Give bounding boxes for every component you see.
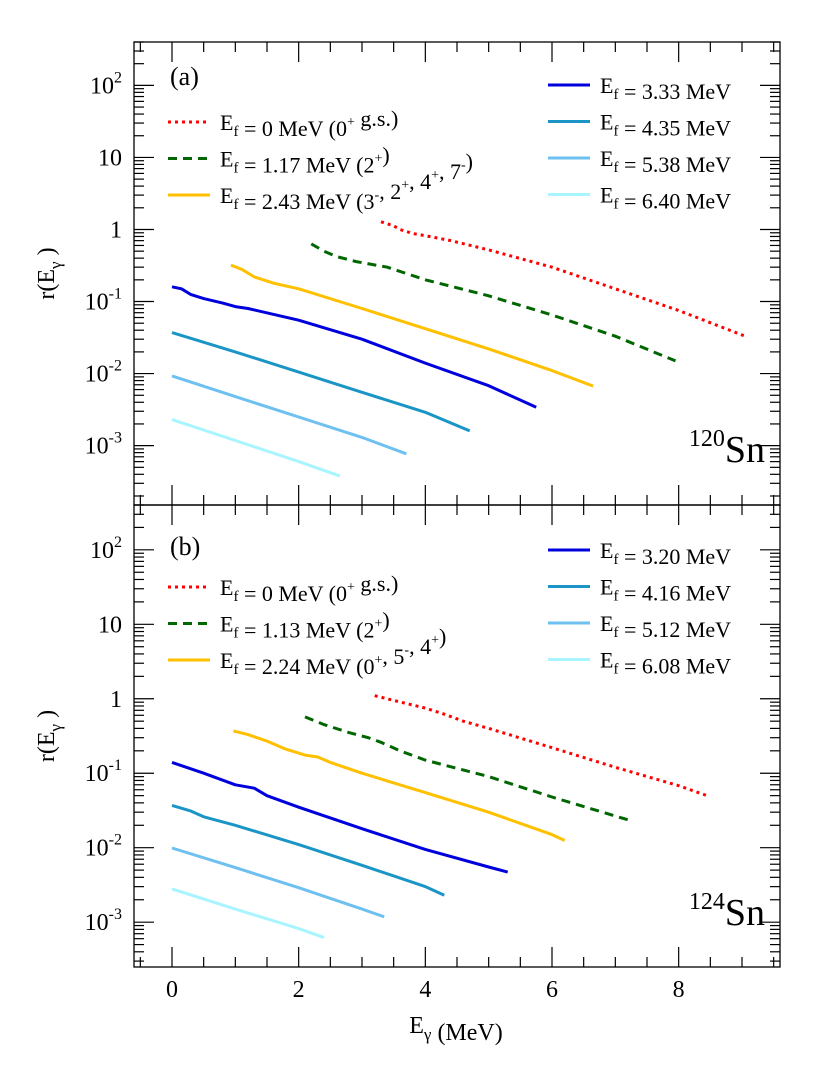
y-tick-label: 10-3 xyxy=(85,906,122,936)
y-tick-label: 10 xyxy=(98,612,122,638)
legend-label-6: Ef = 6.40 MeV xyxy=(600,183,731,214)
y-axis-label: r(Eγ ) xyxy=(34,710,65,762)
legend-label-0: Ef = 0 MeV (0+ g.s.) xyxy=(220,571,398,606)
series-line-3 xyxy=(171,285,537,409)
legend-label-2: Ef = 2.24 MeV (0+, 5-, 4+) xyxy=(220,624,446,679)
legend-label-5: Ef = 5.38 MeV xyxy=(600,146,731,177)
series-line-0 xyxy=(374,694,708,798)
y-tick-label: 10-2 xyxy=(85,832,122,862)
series-line-4 xyxy=(171,331,471,433)
legend-label-5: Ef = 5.12 MeV xyxy=(600,611,731,642)
y-tick-label: 102 xyxy=(90,69,122,99)
x-tick-label: 8 xyxy=(673,977,685,1003)
x-tick-label: 6 xyxy=(546,977,558,1003)
legend-label-2: Ef = 2.43 MeV (3-, 2+, 4+, 7-) xyxy=(220,149,473,214)
series-line-1 xyxy=(304,715,632,823)
x-tick-label: 0 xyxy=(166,977,178,1003)
series-line-2 xyxy=(233,729,566,842)
panel-b: 102 10 1 10-1 10-2 10-3 r(Eγ ) Ef = 0 MeV (0+ g… xyxy=(34,504,781,968)
y-tick-label: 102 xyxy=(90,534,122,564)
series-line-1 xyxy=(310,242,677,363)
y-tick-label: 10-1 xyxy=(85,757,122,787)
series-line-5 xyxy=(171,374,407,456)
y-tick-label: 10-3 xyxy=(85,430,122,460)
series-line-4 xyxy=(171,803,445,897)
series-line-6 xyxy=(171,887,325,940)
y-tick-label: 10 xyxy=(98,145,122,171)
y-tick-label: 1 xyxy=(110,217,122,243)
series-line-6 xyxy=(171,418,341,478)
legend-label-4: Ef = 4.35 MeV xyxy=(600,110,731,141)
legend-label-4: Ef = 4.16 MeV xyxy=(600,575,731,606)
series-line-3 xyxy=(171,760,509,874)
y-tick-label: 10-1 xyxy=(85,286,122,316)
x-tick-label: 2 xyxy=(293,977,305,1003)
x-tick-label: 4 xyxy=(419,977,431,1003)
legend-label-6: Ef = 6.08 MeV xyxy=(600,648,731,679)
legend-label-3: Ef = 3.33 MeV xyxy=(600,73,731,104)
series-line-2 xyxy=(230,263,594,388)
legend-label-1: Ef = 1.17 MeV (2+) xyxy=(220,143,390,178)
panel-label: (b) xyxy=(170,532,200,561)
nucleus-label: 124Sn xyxy=(689,889,765,934)
series-line-0 xyxy=(380,220,746,338)
y-axis-label: r(Eγ ) xyxy=(34,247,65,299)
series-line-5 xyxy=(171,846,385,919)
y-tick-label: 10-2 xyxy=(85,358,122,388)
legend-label-1: Ef = 1.13 MeV (2+) xyxy=(220,608,390,643)
legend-label-0: Ef = 0 MeV (0+ g.s.) xyxy=(220,106,398,141)
y-tick-label: 1 xyxy=(110,687,122,713)
panel-a: 102 10 1 10-1 10-2 10-3 r(Eγ ) Ef = 0 MeV (0+ g… xyxy=(34,41,781,506)
x-axis-label: Eγ (MeV) xyxy=(409,1013,503,1046)
legend-label-3: Ef = 3.20 MeV xyxy=(600,538,731,569)
nucleus-label: 120Sn xyxy=(689,426,765,471)
panel-label: (a) xyxy=(170,62,199,91)
